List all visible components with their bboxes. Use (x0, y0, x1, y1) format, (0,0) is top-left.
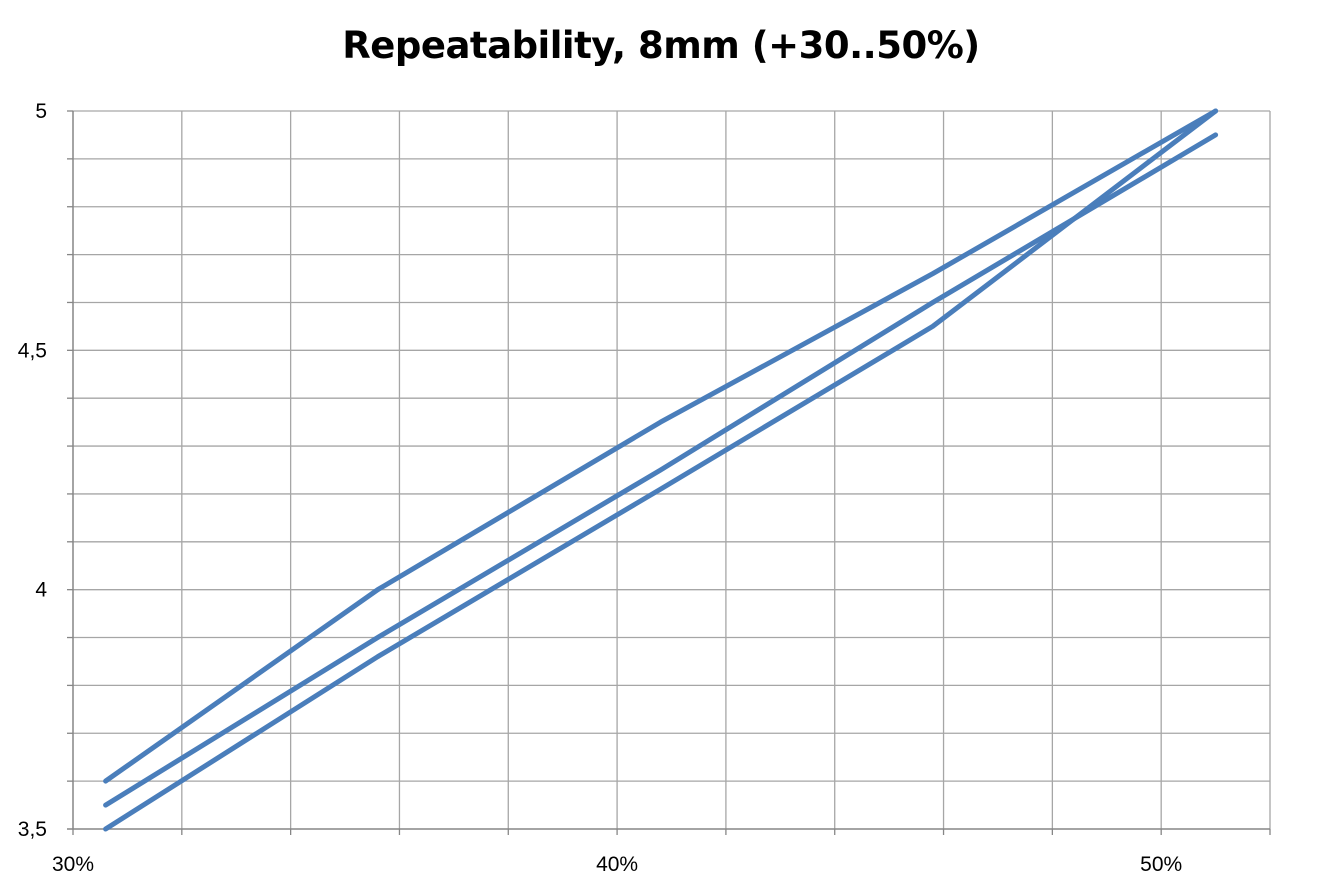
x-tick-label: 40% (596, 853, 638, 876)
x-tick-label: 50% (1140, 853, 1182, 876)
y-tick-label: 5 (35, 100, 47, 123)
series-line-3 (103, 132, 1219, 808)
series-line-1 (103, 108, 1219, 832)
grid (73, 110, 1271, 829)
y-tick-label: 4,5 (18, 339, 47, 362)
series-line-2 (103, 108, 1219, 784)
chart-title: Repeatability, 8mm (+30..50%) (342, 24, 980, 67)
y-tick-label: 4 (35, 579, 47, 602)
tick-labels: 3,5 4 4,5 5 30% 40% 50% (18, 100, 1182, 876)
series-lines (103, 108, 1219, 832)
x-tick-label: 30% (52, 853, 94, 876)
axes (67, 110, 1271, 835)
y-tick-label: 3,5 (18, 818, 47, 841)
